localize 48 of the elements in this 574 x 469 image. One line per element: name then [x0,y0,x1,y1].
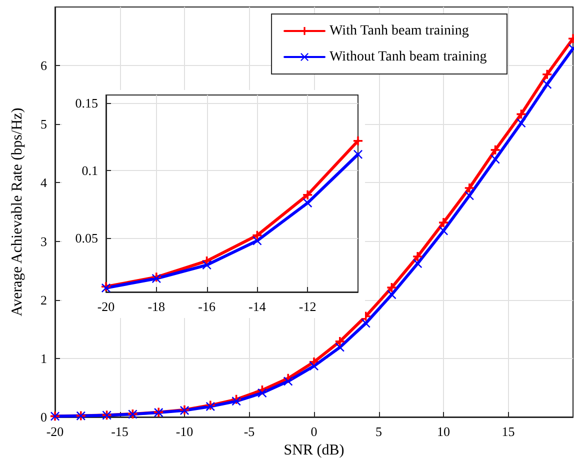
y-tick-label: 0.15 [75,96,98,111]
point [464,183,474,192]
point [439,218,448,228]
y-tick-label: 5 [40,116,47,132]
y-tick-label: 4 [40,175,48,190]
x-tick-label: -10 [176,424,194,439]
point [303,190,312,200]
y-tick-label: 1 [40,350,47,366]
point [258,388,267,398]
y-tick-label: 6 [40,58,48,74]
y-tick-label: 0 [40,410,47,424]
x-tick-label: -15 [111,424,128,439]
point [413,259,422,268]
legend-label: Without Tanh beam training [330,50,487,64]
point [387,283,396,292]
x-tick-label: -20 [46,424,64,439]
y-tick-label: 2 [40,292,47,308]
x-tick-label: 5 [376,424,382,439]
y-tick-label: 0.05 [75,230,98,246]
point [413,252,422,262]
point [387,290,396,300]
y-axis-title: Average Achievable Rate (bps/Hz) [10,108,26,316]
point [542,80,552,89]
point [303,198,312,208]
x-tick-label: -20 [97,299,115,314]
point [354,136,362,146]
y-tick-label: 0.1 [82,163,98,178]
point [439,226,448,236]
point [542,70,552,79]
point [354,150,362,159]
legend-label: With Tanh beam training [330,24,469,38]
point [284,376,293,386]
x-tick-label: -18 [148,299,166,314]
x-tick-label: 10 [437,424,450,439]
x-tick-label: 0 [310,424,318,439]
point [464,191,474,200]
point [490,145,500,154]
x-tick-label: -14 [248,299,266,314]
point [335,342,344,352]
x-tick-label: -5 [244,424,255,439]
x-axis-title: SNR (dB) [284,442,344,458]
point [335,336,344,346]
y-tick-label: 3 [40,234,47,249]
point [516,118,526,128]
x-tick-label: -16 [198,299,216,314]
x-tick-label: 15 [502,424,515,439]
point [202,260,212,270]
x-tick-label: -12 [298,299,316,314]
